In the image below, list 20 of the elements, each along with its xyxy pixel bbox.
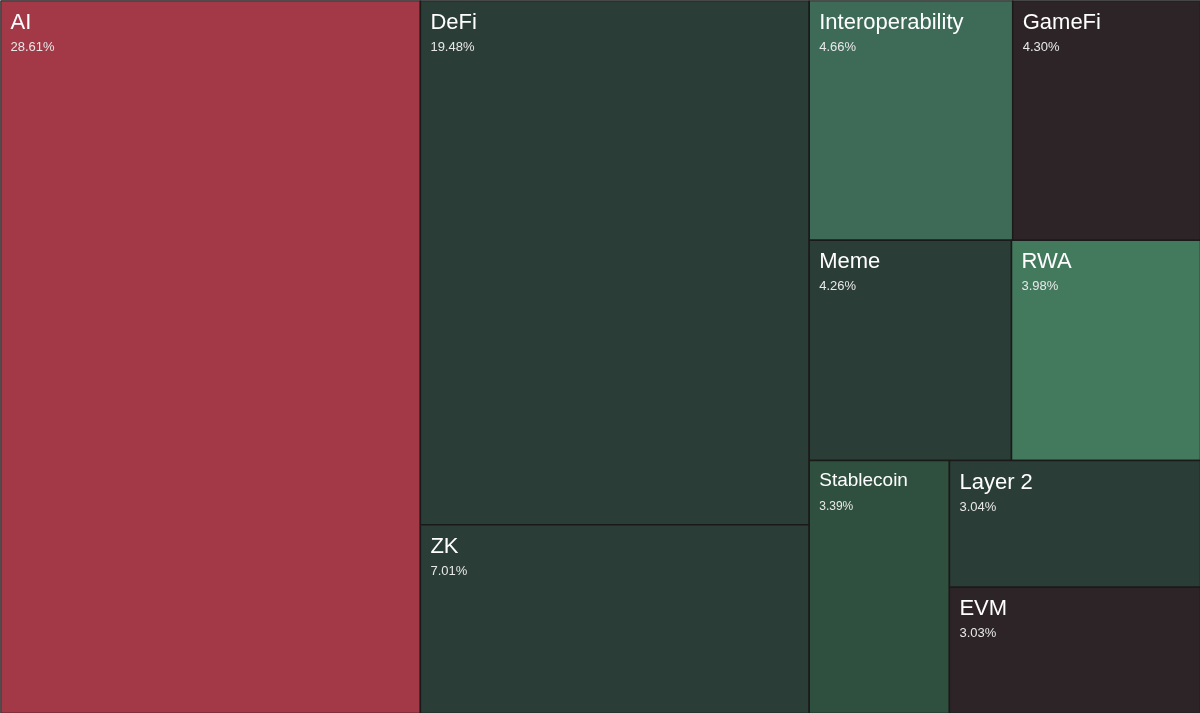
category-label: DeFi bbox=[430, 8, 477, 34]
category-label: Interoperability bbox=[819, 8, 964, 34]
category-label: Stablecoin bbox=[819, 468, 908, 490]
category-label: Layer 2 bbox=[959, 468, 1033, 494]
data-label: 3.03% bbox=[959, 625, 997, 641]
data-label: 28.61% bbox=[10, 38, 56, 54]
data-label: 3.04% bbox=[959, 498, 997, 514]
category-label: RWA bbox=[1021, 248, 1072, 274]
data-label: 7.01% bbox=[430, 562, 468, 578]
category-label: Meme bbox=[819, 248, 881, 274]
data-label: 3.98% bbox=[1021, 278, 1059, 294]
data-label: 4.66% bbox=[819, 38, 857, 54]
data-label: 3.39% bbox=[819, 498, 854, 513]
category-label: EVM bbox=[959, 595, 1008, 621]
data-label: 4.30% bbox=[1022, 38, 1061, 54]
category-label: AI bbox=[10, 8, 32, 34]
data-label: 19.48% bbox=[430, 38, 475, 54]
category-label: GameFi bbox=[1022, 8, 1101, 34]
data-label: 4.26% bbox=[819, 278, 857, 294]
category-label: ZK bbox=[430, 532, 459, 558]
